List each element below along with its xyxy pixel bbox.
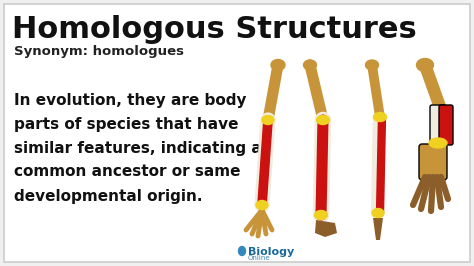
Text: Synonym: homologues: Synonym: homologues — [14, 45, 184, 59]
Ellipse shape — [256, 201, 268, 210]
FancyBboxPatch shape — [419, 144, 447, 180]
FancyBboxPatch shape — [439, 105, 453, 145]
Ellipse shape — [372, 209, 384, 218]
Ellipse shape — [374, 113, 386, 122]
Ellipse shape — [262, 115, 274, 124]
Polygon shape — [373, 218, 383, 240]
Ellipse shape — [429, 138, 447, 148]
FancyBboxPatch shape — [4, 4, 470, 262]
FancyBboxPatch shape — [430, 105, 446, 145]
Ellipse shape — [271, 60, 285, 70]
Ellipse shape — [315, 210, 328, 219]
Ellipse shape — [417, 59, 434, 72]
Text: Homologous Structures: Homologous Structures — [12, 15, 417, 44]
Ellipse shape — [303, 60, 317, 70]
Ellipse shape — [238, 247, 246, 256]
Ellipse shape — [365, 60, 379, 70]
Text: Online: Online — [248, 255, 271, 261]
Ellipse shape — [317, 115, 329, 124]
Text: In evolution, they are body
parts of species that have
similar features, indicat: In evolution, they are body parts of spe… — [14, 93, 262, 203]
Text: Biology: Biology — [248, 247, 294, 257]
Polygon shape — [315, 220, 337, 237]
